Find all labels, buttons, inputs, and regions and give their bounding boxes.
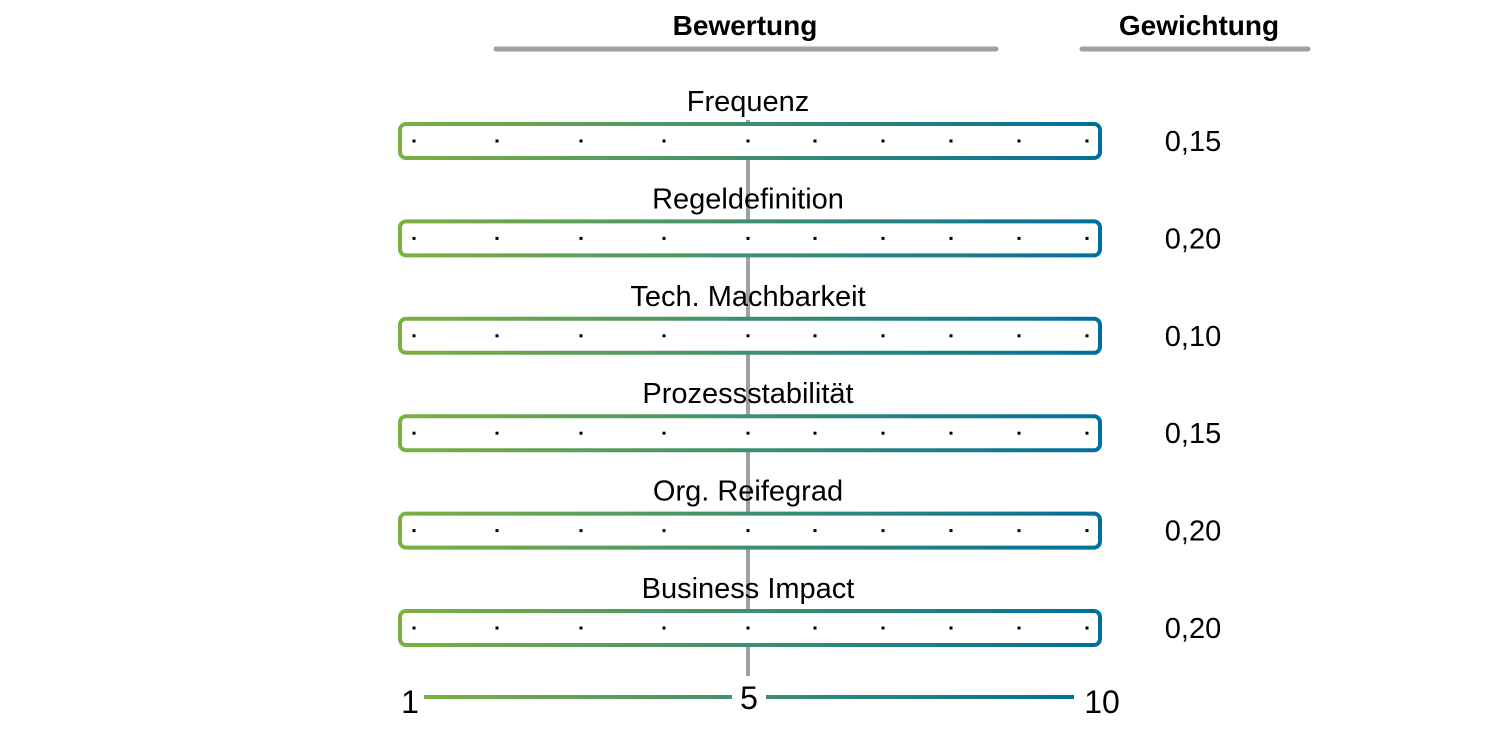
scale-point-marker <box>662 529 666 533</box>
scale-point-marker <box>813 139 817 143</box>
scale-point-marker <box>412 334 416 338</box>
scale-point-marker <box>813 529 817 533</box>
criterion-weight: 0,20 <box>1165 516 1221 548</box>
scale-point-marker <box>949 529 953 533</box>
scale-point-marker <box>1085 431 1089 435</box>
scale-point-marker <box>813 236 817 240</box>
scale-point-marker <box>1017 334 1021 338</box>
scale-point-marker <box>495 236 499 240</box>
scale-point-marker <box>881 139 885 143</box>
scale-point-marker <box>746 626 750 630</box>
scale-point-marker <box>949 626 953 630</box>
scale-point-marker <box>1085 529 1089 533</box>
scale-point-marker <box>1017 529 1021 533</box>
scale-point-marker <box>1085 334 1089 338</box>
criterion-row: Tech. Machbarkeit 0,10 <box>398 281 1221 355</box>
scale-point-marker <box>813 626 817 630</box>
criterion-row: Prozessstabilität 0,15 <box>398 378 1221 453</box>
scale-max-label: 10 <box>1084 684 1120 720</box>
scale-point-marker <box>412 529 416 533</box>
scale-point-marker <box>495 334 499 338</box>
scale-point-marker <box>1017 431 1021 435</box>
criterion-label: Prozessstabilität <box>642 378 853 410</box>
criterion-weight: 0,15 <box>1165 418 1221 450</box>
scale-point-marker <box>746 334 750 338</box>
scale-point-marker <box>1017 139 1021 143</box>
scale-point-marker <box>495 529 499 533</box>
criterion-label: Org. Reifegrad <box>653 476 843 508</box>
scale-point-marker <box>949 334 953 338</box>
scale-point-marker <box>746 139 750 143</box>
criterion-row: Regeldefinition 0,20 <box>398 183 1221 258</box>
criterion-label: Frequenz <box>687 86 810 118</box>
criterion-weight: 0,20 <box>1165 223 1221 255</box>
scale-point-marker <box>813 334 817 338</box>
criterion-label: Business Impact <box>642 573 855 605</box>
criteria-rows: Frequenz 0,15 Regeldefinition 0,20 Tech. Mac… <box>398 86 1221 647</box>
criterion-row: Frequenz 0,15 <box>398 86 1221 160</box>
scale-point-marker <box>949 431 953 435</box>
rating-scale-bar <box>398 219 1102 258</box>
scale-point-marker <box>412 139 416 143</box>
scale-min-label: 1 <box>401 684 419 720</box>
scale-point-marker <box>579 139 583 143</box>
scale-point-marker <box>662 139 666 143</box>
weighting-column-header: Gewichtung <box>1119 10 1279 41</box>
criterion-row: Org. Reifegrad 0,20 <box>398 476 1221 550</box>
criterion-weight: 0,10 <box>1165 321 1221 353</box>
scale-point-marker <box>746 529 750 533</box>
scale-point-marker <box>881 236 885 240</box>
scale-point-marker <box>949 236 953 240</box>
scale-point-marker <box>662 236 666 240</box>
scale-point-marker <box>579 529 583 533</box>
scale-point-marker <box>949 139 953 143</box>
scale-point-marker <box>746 431 750 435</box>
scale-point-marker <box>662 626 666 630</box>
scale-point-marker <box>881 626 885 630</box>
scale-point-marker <box>813 431 817 435</box>
rating-scale-bar <box>398 511 1102 550</box>
scale-point-marker <box>1017 626 1021 630</box>
scale-point-marker <box>495 626 499 630</box>
scale-point-marker <box>579 236 583 240</box>
scale-point-marker <box>881 334 885 338</box>
scale-point-marker <box>579 334 583 338</box>
criterion-row: Business Impact 0,20 <box>398 573 1221 647</box>
rating-scale-bar <box>398 316 1102 355</box>
scale-point-marker <box>412 626 416 630</box>
rating-scale-bar <box>398 122 1102 160</box>
scale-point-marker <box>412 236 416 240</box>
scale-point-marker <box>1085 236 1089 240</box>
scale-point-marker <box>1017 236 1021 240</box>
scale-point-marker <box>579 626 583 630</box>
scale-mid-label: 5 <box>740 680 758 716</box>
scale-point-marker <box>881 431 885 435</box>
scale-point-marker <box>746 236 750 240</box>
scale-point-marker <box>881 529 885 533</box>
scale-point-marker <box>495 431 499 435</box>
scale-point-marker <box>495 139 499 143</box>
criterion-weight: 0,15 <box>1165 126 1221 158</box>
criterion-label: Regeldefinition <box>652 183 844 215</box>
scale-point-marker <box>579 431 583 435</box>
rating-scale-bar <box>398 414 1102 453</box>
scale-point-marker <box>1085 139 1089 143</box>
scale-point-marker <box>662 334 666 338</box>
criterion-weight: 0,20 <box>1165 613 1221 645</box>
criterion-label: Tech. Machbarkeit <box>630 281 865 313</box>
scale-point-marker <box>1085 626 1089 630</box>
scale-point-marker <box>662 431 666 435</box>
scale-point-marker <box>412 431 416 435</box>
rating-scale-bar <box>398 609 1102 647</box>
rating-column-header: Bewertung <box>673 10 818 41</box>
